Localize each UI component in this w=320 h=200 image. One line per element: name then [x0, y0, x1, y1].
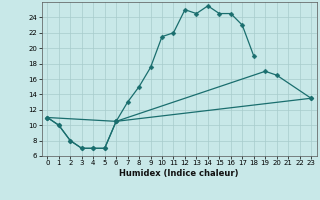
X-axis label: Humidex (Indice chaleur): Humidex (Indice chaleur) [119, 169, 239, 178]
